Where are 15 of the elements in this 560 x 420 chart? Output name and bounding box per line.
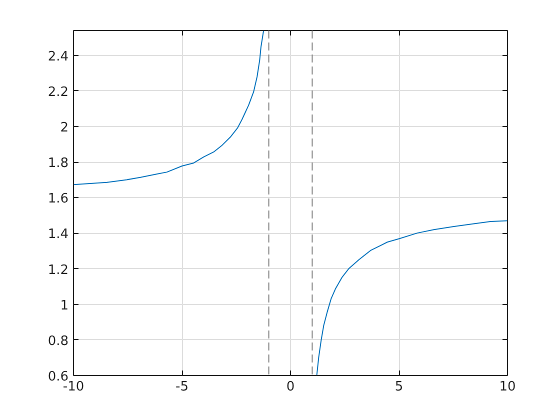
x-tick-label: -5 — [176, 380, 188, 394]
y-tick-label: 1.2 — [48, 262, 69, 278]
y-tick-label: 2.2 — [48, 84, 69, 100]
x-tick-label: 5 — [394, 380, 404, 394]
y-tick-label: 1.4 — [48, 227, 69, 242]
y-tick-label: 1 — [60, 298, 69, 314]
y-tick-label: 1.6 — [48, 192, 69, 207]
y-tick-label: 1.8 — [48, 156, 69, 172]
x-tick-label: 10 — [499, 380, 516, 394]
line-series — [316, 220, 508, 376]
line-series — [74, 30, 264, 186]
y-tick-label: 2.4 — [48, 49, 69, 64]
x-tick-label: 0 — [286, 380, 295, 394]
y-tick-label: 0.8 — [48, 334, 69, 349]
y-tick-label: 2 — [60, 120, 69, 136]
